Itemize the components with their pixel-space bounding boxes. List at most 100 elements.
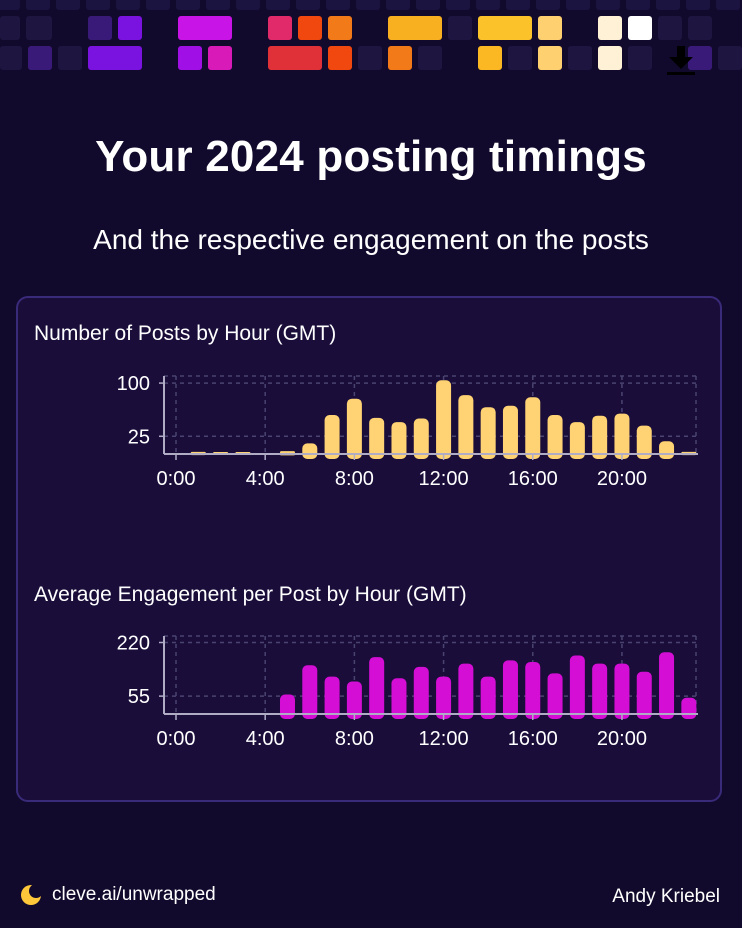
download-icon (667, 46, 695, 75)
bar-hour-18 (569, 422, 585, 459)
bar-hour-17 (547, 415, 563, 459)
x-tick-label: 8:00 (335, 468, 374, 490)
mosaic-tile (688, 46, 712, 70)
footer-link[interactable]: cleve.ai/unwrapped (20, 884, 216, 906)
download-button[interactable] (664, 44, 698, 78)
mosaic-tile (686, 0, 710, 10)
mosaic-tile (506, 0, 530, 10)
mosaic-tile (658, 16, 682, 40)
bar-hour-19 (592, 415, 608, 459)
bar-hour-19 (592, 663, 608, 719)
page-title: Your 2024 posting timings (95, 132, 647, 181)
mosaic-tile (598, 46, 622, 70)
x-tick-label: 16:00 (508, 728, 558, 750)
mosaic-tile (28, 46, 52, 70)
mosaic-tile (236, 0, 260, 10)
decorative-color-mosaic (0, 0, 742, 70)
mosaic-tile (716, 0, 740, 10)
mosaic-tile (146, 0, 170, 10)
engagement-by-hour-chart: 55 220 0:00 4:00 8:00 12:00 16:00 20:00 (117, 633, 698, 750)
mosaic-tile (566, 0, 590, 10)
bar-hour-14 (480, 407, 496, 459)
mosaic-tile (416, 0, 440, 10)
bar-hour-9 (369, 657, 385, 719)
mosaic-tile (388, 46, 412, 70)
bar-hour-14 (480, 676, 496, 719)
bar-hour-20 (614, 413, 630, 459)
bar-hour-10 (391, 678, 407, 719)
x-tick-label: 12:00 (419, 468, 469, 490)
mosaic-tile (88, 46, 142, 70)
mosaic-tile (208, 46, 232, 70)
bar-hour-21 (636, 425, 652, 459)
mosaic-tile (388, 16, 442, 40)
bar-hour-12 (436, 380, 452, 459)
mosaic-tile (568, 46, 592, 70)
bar-hour-6 (302, 443, 318, 459)
mosaic-tile (358, 46, 382, 70)
posts-by-hour-chart: 25 100 0:00 4:00 8:00 12:00 16:00 20:00 (117, 373, 698, 490)
x-tick-label: 8:00 (335, 728, 374, 750)
bar-hour-11 (413, 666, 429, 719)
bar-hour-22 (659, 652, 675, 719)
mosaic-tile (478, 46, 502, 70)
footer-link-text: cleve.ai/unwrapped (52, 884, 216, 905)
bar-hour-23 (681, 697, 697, 719)
mosaic-tile (718, 46, 742, 70)
mosaic-tile (356, 0, 380, 10)
mosaic-tile (538, 16, 562, 40)
mosaic-tile (536, 0, 560, 10)
mosaic-tile (386, 0, 410, 10)
mosaic-tile (628, 16, 652, 40)
bar-hour-10 (391, 422, 407, 459)
y-tick-label: 25 (128, 426, 150, 448)
mosaic-tile (476, 0, 500, 10)
mosaic-tile (328, 16, 352, 40)
engagement-chart-title: Average Engagement per Post by Hour (GMT… (34, 583, 467, 606)
bar-hour-16 (525, 662, 541, 719)
mosaic-tile (478, 16, 532, 40)
mosaic-tile (88, 16, 112, 40)
mosaic-tile (596, 0, 620, 10)
bar-hour-15 (502, 405, 518, 459)
mosaic-tile (0, 16, 20, 40)
mosaic-tile (0, 0, 20, 10)
y-tick-label: 220 (117, 633, 150, 655)
bar-hour-7 (324, 676, 340, 719)
x-tick-label: 4:00 (246, 468, 285, 490)
bar-hour-8 (346, 681, 362, 719)
mosaic-tile (268, 16, 292, 40)
y-tick-label: 55 (128, 686, 150, 708)
mosaic-tile (508, 46, 532, 70)
mosaic-tile (58, 46, 82, 70)
mosaic-tile (206, 0, 230, 10)
x-tick-label: 20:00 (597, 728, 647, 750)
bar-hour-13 (458, 663, 474, 719)
bar-hour-6 (302, 665, 318, 719)
bar-hour-18 (569, 655, 585, 719)
mosaic-tile (26, 16, 52, 40)
page-subtitle: And the respective engagement on the pos… (93, 224, 649, 255)
mosaic-tile (448, 16, 472, 40)
mosaic-tile (688, 16, 712, 40)
mosaic-tile (268, 46, 322, 70)
mosaic-tile (0, 46, 22, 70)
bar-hour-15 (502, 660, 518, 719)
x-tick-label: 0:00 (157, 468, 196, 490)
mosaic-tile (418, 46, 442, 70)
x-tick-label: 12:00 (419, 728, 469, 750)
mosaic-tile (326, 0, 350, 10)
mosaic-tile (116, 0, 140, 10)
mosaic-tile (446, 0, 470, 10)
y-tick-label: 100 (117, 373, 150, 395)
bar-hour-11 (413, 418, 429, 459)
mosaic-tile (118, 16, 142, 40)
mosaic-tile (598, 16, 622, 40)
x-tick-label: 0:00 (157, 728, 196, 750)
mosaic-tile (178, 16, 232, 40)
mosaic-tile (296, 0, 320, 10)
bar-hour-5 (279, 694, 295, 719)
mosaic-tile (26, 0, 50, 10)
x-tick-label: 16:00 (508, 468, 558, 490)
bar-hour-12 (436, 676, 452, 719)
